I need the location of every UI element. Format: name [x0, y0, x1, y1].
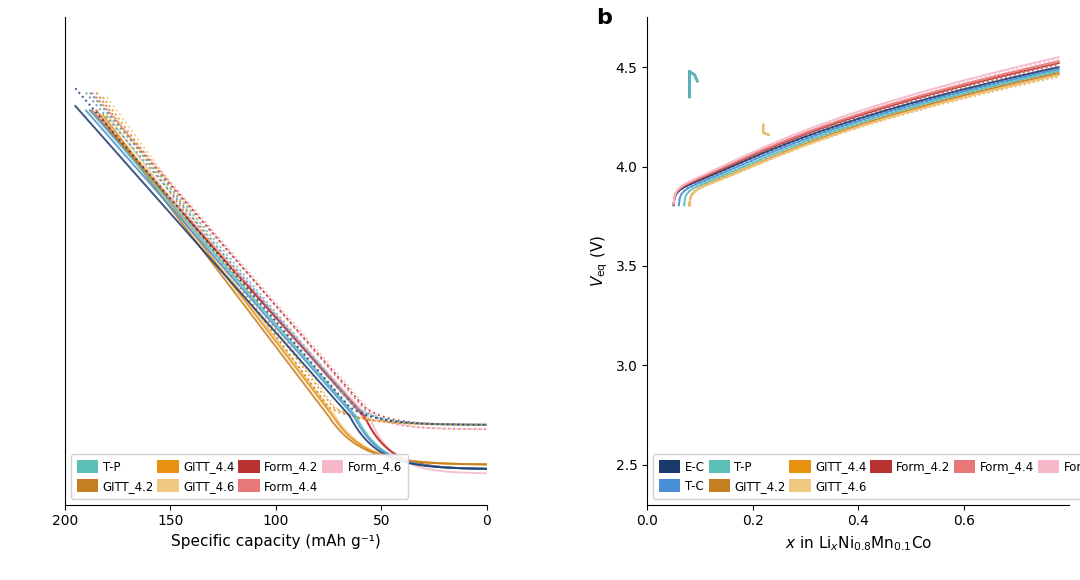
X-axis label: Specific capacity (mAh g⁻¹): Specific capacity (mAh g⁻¹): [171, 534, 380, 549]
X-axis label: $x$ in Li$_x$Ni$_{0.8}$Mn$_{0.1}$Co: $x$ in Li$_x$Ni$_{0.8}$Mn$_{0.1}$Co: [784, 534, 932, 553]
Legend: T-P, GITT_4.2, GITT_4.4, GITT_4.6, Form_4.2, Form_4.4, Form_4.6: T-P, GITT_4.2, GITT_4.4, GITT_4.6, Form_…: [70, 454, 408, 499]
Text: b: b: [596, 8, 612, 28]
Y-axis label: $V_{\mathrm{eq}}$ (V): $V_{\mathrm{eq}}$ (V): [590, 235, 610, 287]
Legend: E-C, T-C, T-P, GITT_4.2, GITT_4.4, GITT_4.6, Form_4.2, Form_4.4, Form_4.6: E-C, T-C, T-P, GITT_4.2, GITT_4.4, GITT_…: [653, 454, 1080, 499]
